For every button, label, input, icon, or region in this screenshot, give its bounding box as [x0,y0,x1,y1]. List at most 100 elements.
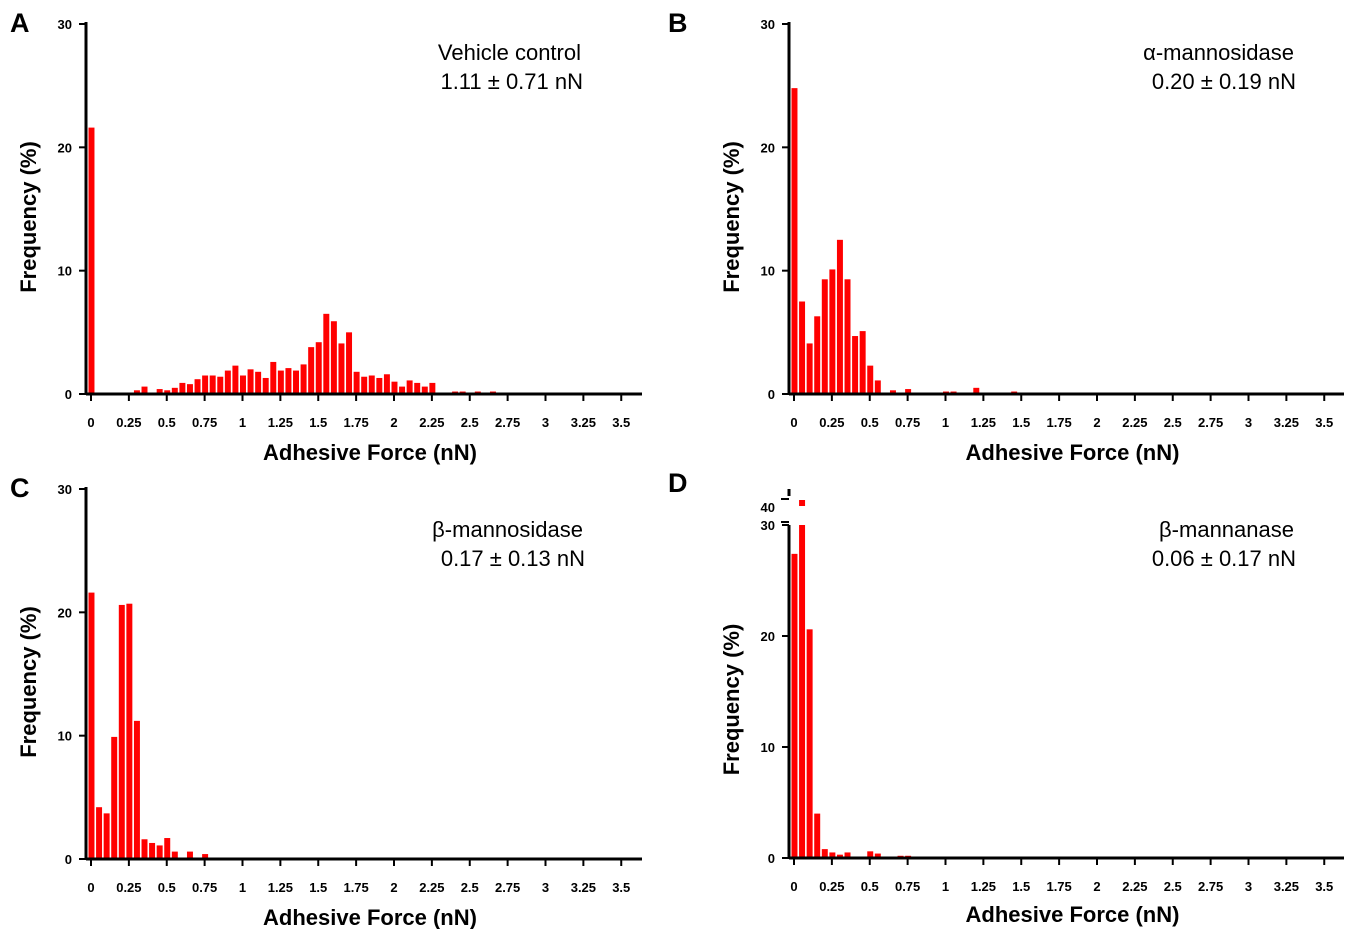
y-tick-label: 20 [58,605,72,620]
y-tick-label: 0 [768,387,775,402]
bar [376,377,383,394]
x-tick-label: 3 [1245,415,1252,430]
bar [202,375,209,394]
x-tick-label: 0 [87,415,94,430]
bar [889,390,896,394]
bar [88,127,95,394]
bar [806,629,813,858]
bar [164,838,171,859]
mean-force-label: 0.06 ± 0.17 nN [1152,546,1296,571]
x-tick-label: 1.5 [309,415,327,430]
bar [361,376,368,394]
bar [814,316,821,394]
x-tick-label: 0 [790,415,797,430]
y-axis-title: Frequency (%) [16,606,41,758]
bar [859,331,866,394]
x-tick-label: 1.25 [268,415,293,430]
x-tick-label: 3.25 [1274,415,1299,430]
y-tick-label: 20 [58,140,72,155]
panel-letter: C [10,473,30,503]
x-tick-label: 3 [542,880,549,895]
bar [300,364,307,394]
bar [346,332,353,394]
bar [821,849,828,858]
mean-force-label: 1.11 ± 0.71 nN [440,69,583,94]
mean-force-label: 0.17 ± 0.13 nN [441,546,585,571]
bar [391,381,398,394]
bar [315,342,322,394]
x-tick-label: 0.75 [192,415,217,430]
y-axis-title: Frequency (%) [719,141,744,293]
x-axis-title: Adhesive Force (nN) [966,440,1180,465]
x-tick-label: 1 [239,415,246,430]
x-tick-label: 1.25 [971,879,996,894]
treatment-label: β-mannosidase [432,517,583,542]
y-tick-label: 0 [65,852,72,867]
bar [836,854,843,858]
y-tick-label: 30 [58,482,72,497]
x-tick-label: 1.75 [343,880,368,895]
bar [224,370,231,394]
bar [133,720,140,859]
bar [270,361,277,394]
bar [852,336,859,394]
x-tick-label: 0.75 [192,880,217,895]
bar [973,387,980,394]
bar [171,387,178,394]
x-tick-label: 3.5 [612,880,630,895]
bar [88,592,95,859]
bar [874,380,881,394]
x-tick-label: 0.25 [116,415,141,430]
bar [799,525,806,858]
bar [799,301,806,394]
bar [186,384,193,394]
bar [111,736,118,859]
panel-d: 40 0 10 20 30 0 0.25 0.5 0.75 1 1.25 1.5 1.75 2 2.25 2.… [668,468,1344,927]
x-tick-label: 2.5 [461,415,479,430]
bar [156,389,163,394]
bars [791,88,1018,394]
treatment-label: β-mannanase [1159,517,1294,542]
x-tick-label: 2.75 [495,415,520,430]
x-axis-title: Adhesive Force (nN) [966,902,1180,927]
x-tick-label: 1 [942,415,949,430]
bar [103,813,110,859]
bar [96,807,103,859]
bar [240,375,246,394]
bar [293,370,299,394]
x-axis-title: Adhesive Force (nN) [263,905,477,929]
bar [844,279,851,394]
x-axis-title: Adhesive Force (nN) [263,440,477,465]
x-tick-label: 0.5 [158,415,176,430]
bar [186,851,193,859]
x-tick-label: 0.75 [895,415,920,430]
y-tick-label: 10 [58,264,72,279]
x-tick-label: 1 [942,879,949,894]
x-tick-label: 2 [390,415,397,430]
y-tick-label: 10 [58,729,72,744]
bar [209,375,216,394]
x-tick-label: 2 [1093,879,1100,894]
x-tick-label: 2.75 [495,880,520,895]
x-tick-label: 2.25 [1122,415,1147,430]
bar [156,845,163,859]
x-tick-label: 2.25 [419,880,444,895]
y-tick-label: 20 [761,629,775,644]
x-tick-label: 2.5 [1164,415,1182,430]
x-tick-label: 3.5 [612,415,630,430]
panel-letter: B [668,8,688,38]
x-tick-label: 0.25 [819,879,844,894]
x-tick-label: 3.25 [1274,879,1299,894]
bar [821,279,828,394]
x-tick-label: 3.5 [1315,879,1333,894]
bar [323,313,330,394]
bar [202,854,209,859]
x-tick-label: 2.25 [419,415,444,430]
bar [164,390,171,394]
x-tick-label: 3.25 [571,880,596,895]
x-tick-label: 2.75 [1198,415,1223,430]
bar [133,390,140,394]
x-tick-label: 2.5 [461,880,479,895]
bar [844,852,851,858]
x-tick-label: 1.25 [971,415,996,430]
